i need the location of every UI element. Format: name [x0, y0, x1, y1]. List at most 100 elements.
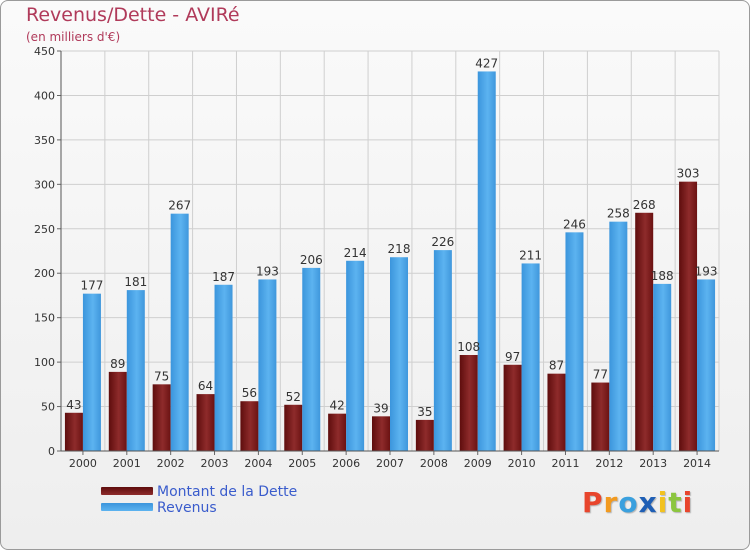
value-label-dette: 43	[66, 398, 81, 412]
bar-revenus	[609, 221, 628, 451]
logo-letter: r	[603, 486, 619, 519]
logo-letter: x	[638, 486, 658, 519]
value-label-revenus: 206	[300, 253, 323, 267]
value-label-dette: 268	[633, 198, 656, 212]
logo-letter: P	[582, 486, 604, 519]
bar-revenus	[390, 257, 408, 451]
bar-revenus	[214, 284, 233, 451]
value-label-revenus: 193	[256, 264, 279, 278]
chart-title: Revenus/Dette - AVIRé	[26, 4, 240, 26]
x-tick-label: 2002	[157, 457, 185, 470]
x-tick-label: 2006	[332, 457, 360, 470]
x-tick-label: 2014	[683, 457, 711, 470]
x-tick-label: 2005	[288, 457, 316, 470]
y-tick-label: 50	[41, 401, 55, 414]
y-tick-label: 400	[34, 89, 55, 102]
logo-letter: i	[657, 486, 669, 519]
value-label-revenus: 226	[431, 235, 454, 249]
value-label-dette: 39	[373, 401, 388, 415]
value-label-revenus: 187	[212, 270, 235, 284]
bar-revenus	[170, 213, 189, 451]
legend-label-dette: Montant de la Dette	[157, 484, 298, 500]
bar-revenus	[126, 290, 145, 451]
value-label-revenus: 188	[651, 269, 674, 283]
x-tick-label: 2004	[244, 457, 272, 470]
y-tick-label: 150	[34, 312, 55, 325]
bar-dette	[459, 355, 478, 451]
bar-dette	[415, 419, 434, 451]
chart-subtitle: (en milliers d'€)	[26, 30, 121, 44]
bar-revenus	[82, 293, 101, 451]
value-label-revenus: 246	[563, 217, 586, 231]
logo-letter: i	[682, 486, 694, 519]
value-label-dette: 56	[242, 386, 257, 400]
y-tick-label: 300	[34, 178, 55, 191]
value-label-dette: 97	[505, 350, 520, 364]
bar-dette	[503, 364, 522, 451]
legend-label-revenus: Revenus	[157, 500, 217, 516]
x-tick-label: 2000	[69, 457, 97, 470]
x-tick-label: 2013	[639, 457, 667, 470]
value-label-revenus: 267	[168, 199, 191, 213]
x-tick-label: 2007	[376, 457, 404, 470]
value-label-revenus: 214	[344, 246, 367, 260]
bar-revenus	[697, 279, 716, 451]
bar-revenus	[653, 283, 672, 451]
x-tick-label: 2010	[508, 457, 536, 470]
bar-dette	[64, 412, 83, 451]
value-label-revenus: 177	[80, 279, 103, 293]
x-tick-label: 2012	[595, 457, 623, 470]
proxiti-logo: Proxiti	[582, 486, 693, 519]
bar-dette	[152, 384, 171, 451]
bar-dette	[547, 373, 566, 451]
value-label-dette: 75	[154, 369, 169, 383]
value-label-dette: 42	[329, 399, 344, 413]
x-tick-label: 2001	[113, 457, 141, 470]
value-label-dette: 35	[417, 405, 432, 419]
bar-dette	[196, 394, 215, 451]
y-tick-label: 250	[34, 223, 55, 236]
value-label-revenus: 427	[475, 56, 498, 70]
value-label-revenus: 258	[607, 207, 630, 221]
bar-revenus	[521, 263, 540, 451]
x-tick-label: 2008	[420, 457, 448, 470]
value-label-dette: 77	[593, 368, 608, 382]
y-tick-label: 0	[48, 445, 55, 458]
value-label-revenus: 218	[388, 242, 411, 256]
y-tick-label: 350	[34, 134, 55, 147]
bar-dette	[591, 382, 610, 451]
value-label-dette: 89	[110, 357, 125, 371]
value-label-dette: 108	[457, 340, 480, 354]
y-tick-label: 200	[34, 267, 55, 280]
x-tick-label: 2011	[551, 457, 579, 470]
bar-revenus	[477, 71, 496, 451]
bar-revenus	[433, 250, 452, 451]
bar-revenus	[302, 267, 321, 451]
bar-dette	[240, 401, 259, 451]
value-label-dette: 52	[286, 390, 301, 404]
bar-dette	[108, 371, 127, 451]
bar-revenus	[258, 279, 277, 451]
logo-letter: o	[618, 486, 639, 519]
value-label-dette: 303	[677, 167, 700, 181]
bar-dette	[679, 181, 698, 451]
legend-swatch-revenus	[101, 503, 153, 511]
legend-swatch-dette	[101, 487, 153, 495]
bar-dette	[284, 404, 303, 451]
value-label-revenus: 181	[124, 275, 147, 289]
bar-dette	[328, 413, 347, 451]
bar-dette	[635, 212, 654, 451]
bar-revenus	[565, 232, 584, 451]
bar-revenus	[346, 260, 365, 451]
value-label-revenus: 211	[519, 248, 542, 262]
y-tick-label: 100	[34, 356, 55, 369]
y-tick-label: 450	[34, 45, 55, 58]
bar-dette	[372, 416, 390, 451]
value-label-revenus: 193	[695, 264, 718, 278]
x-tick-label: 2009	[464, 457, 492, 470]
value-label-dette: 87	[549, 359, 564, 373]
value-label-dette: 64	[198, 379, 213, 393]
logo-letter: t	[668, 486, 683, 519]
